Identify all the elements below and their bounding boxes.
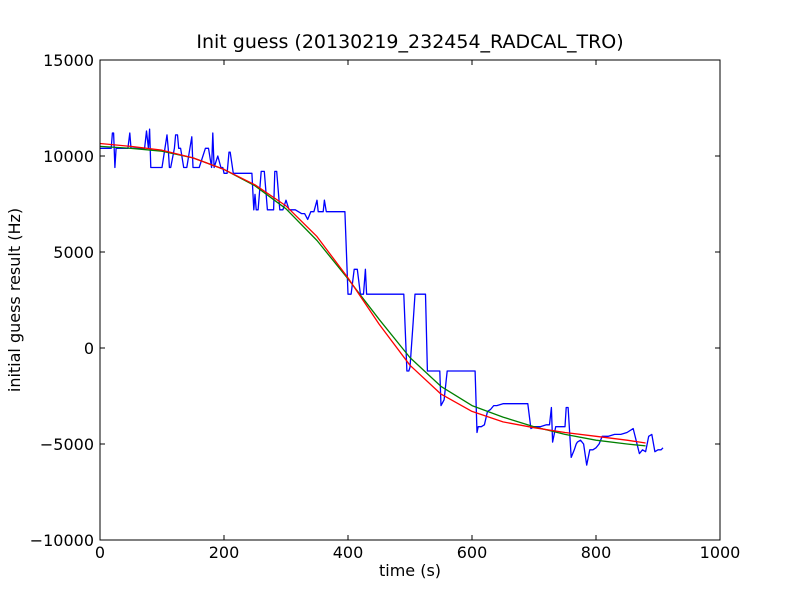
- x-tick-label: 800: [581, 543, 612, 562]
- y-tick-label: −10000: [30, 531, 94, 550]
- x-tick-label: 0: [95, 543, 105, 562]
- y-tick-label: 15000: [43, 51, 94, 70]
- x-tick-label: 200: [209, 543, 240, 562]
- x-tick-label: 1000: [700, 543, 741, 562]
- y-axis-label: initial guess result (Hz): [5, 208, 24, 392]
- series-line-0: [100, 128, 664, 466]
- x-axis-label: time (s): [379, 561, 441, 580]
- series-line-1: [100, 145, 646, 447]
- y-tick-label: 0: [84, 339, 94, 358]
- chart-title: Init guess (20130219_232454_RADCAL_TRO): [196, 31, 623, 53]
- plot-frame: [99, 59, 721, 541]
- series-line-2: [100, 142, 646, 444]
- x-tick-label: 600: [457, 543, 488, 562]
- y-tick-label: −5000: [40, 435, 94, 454]
- y-tick-label: 5000: [53, 243, 94, 262]
- y-tick-label: 10000: [43, 147, 94, 166]
- x-tick-label: 400: [333, 543, 364, 562]
